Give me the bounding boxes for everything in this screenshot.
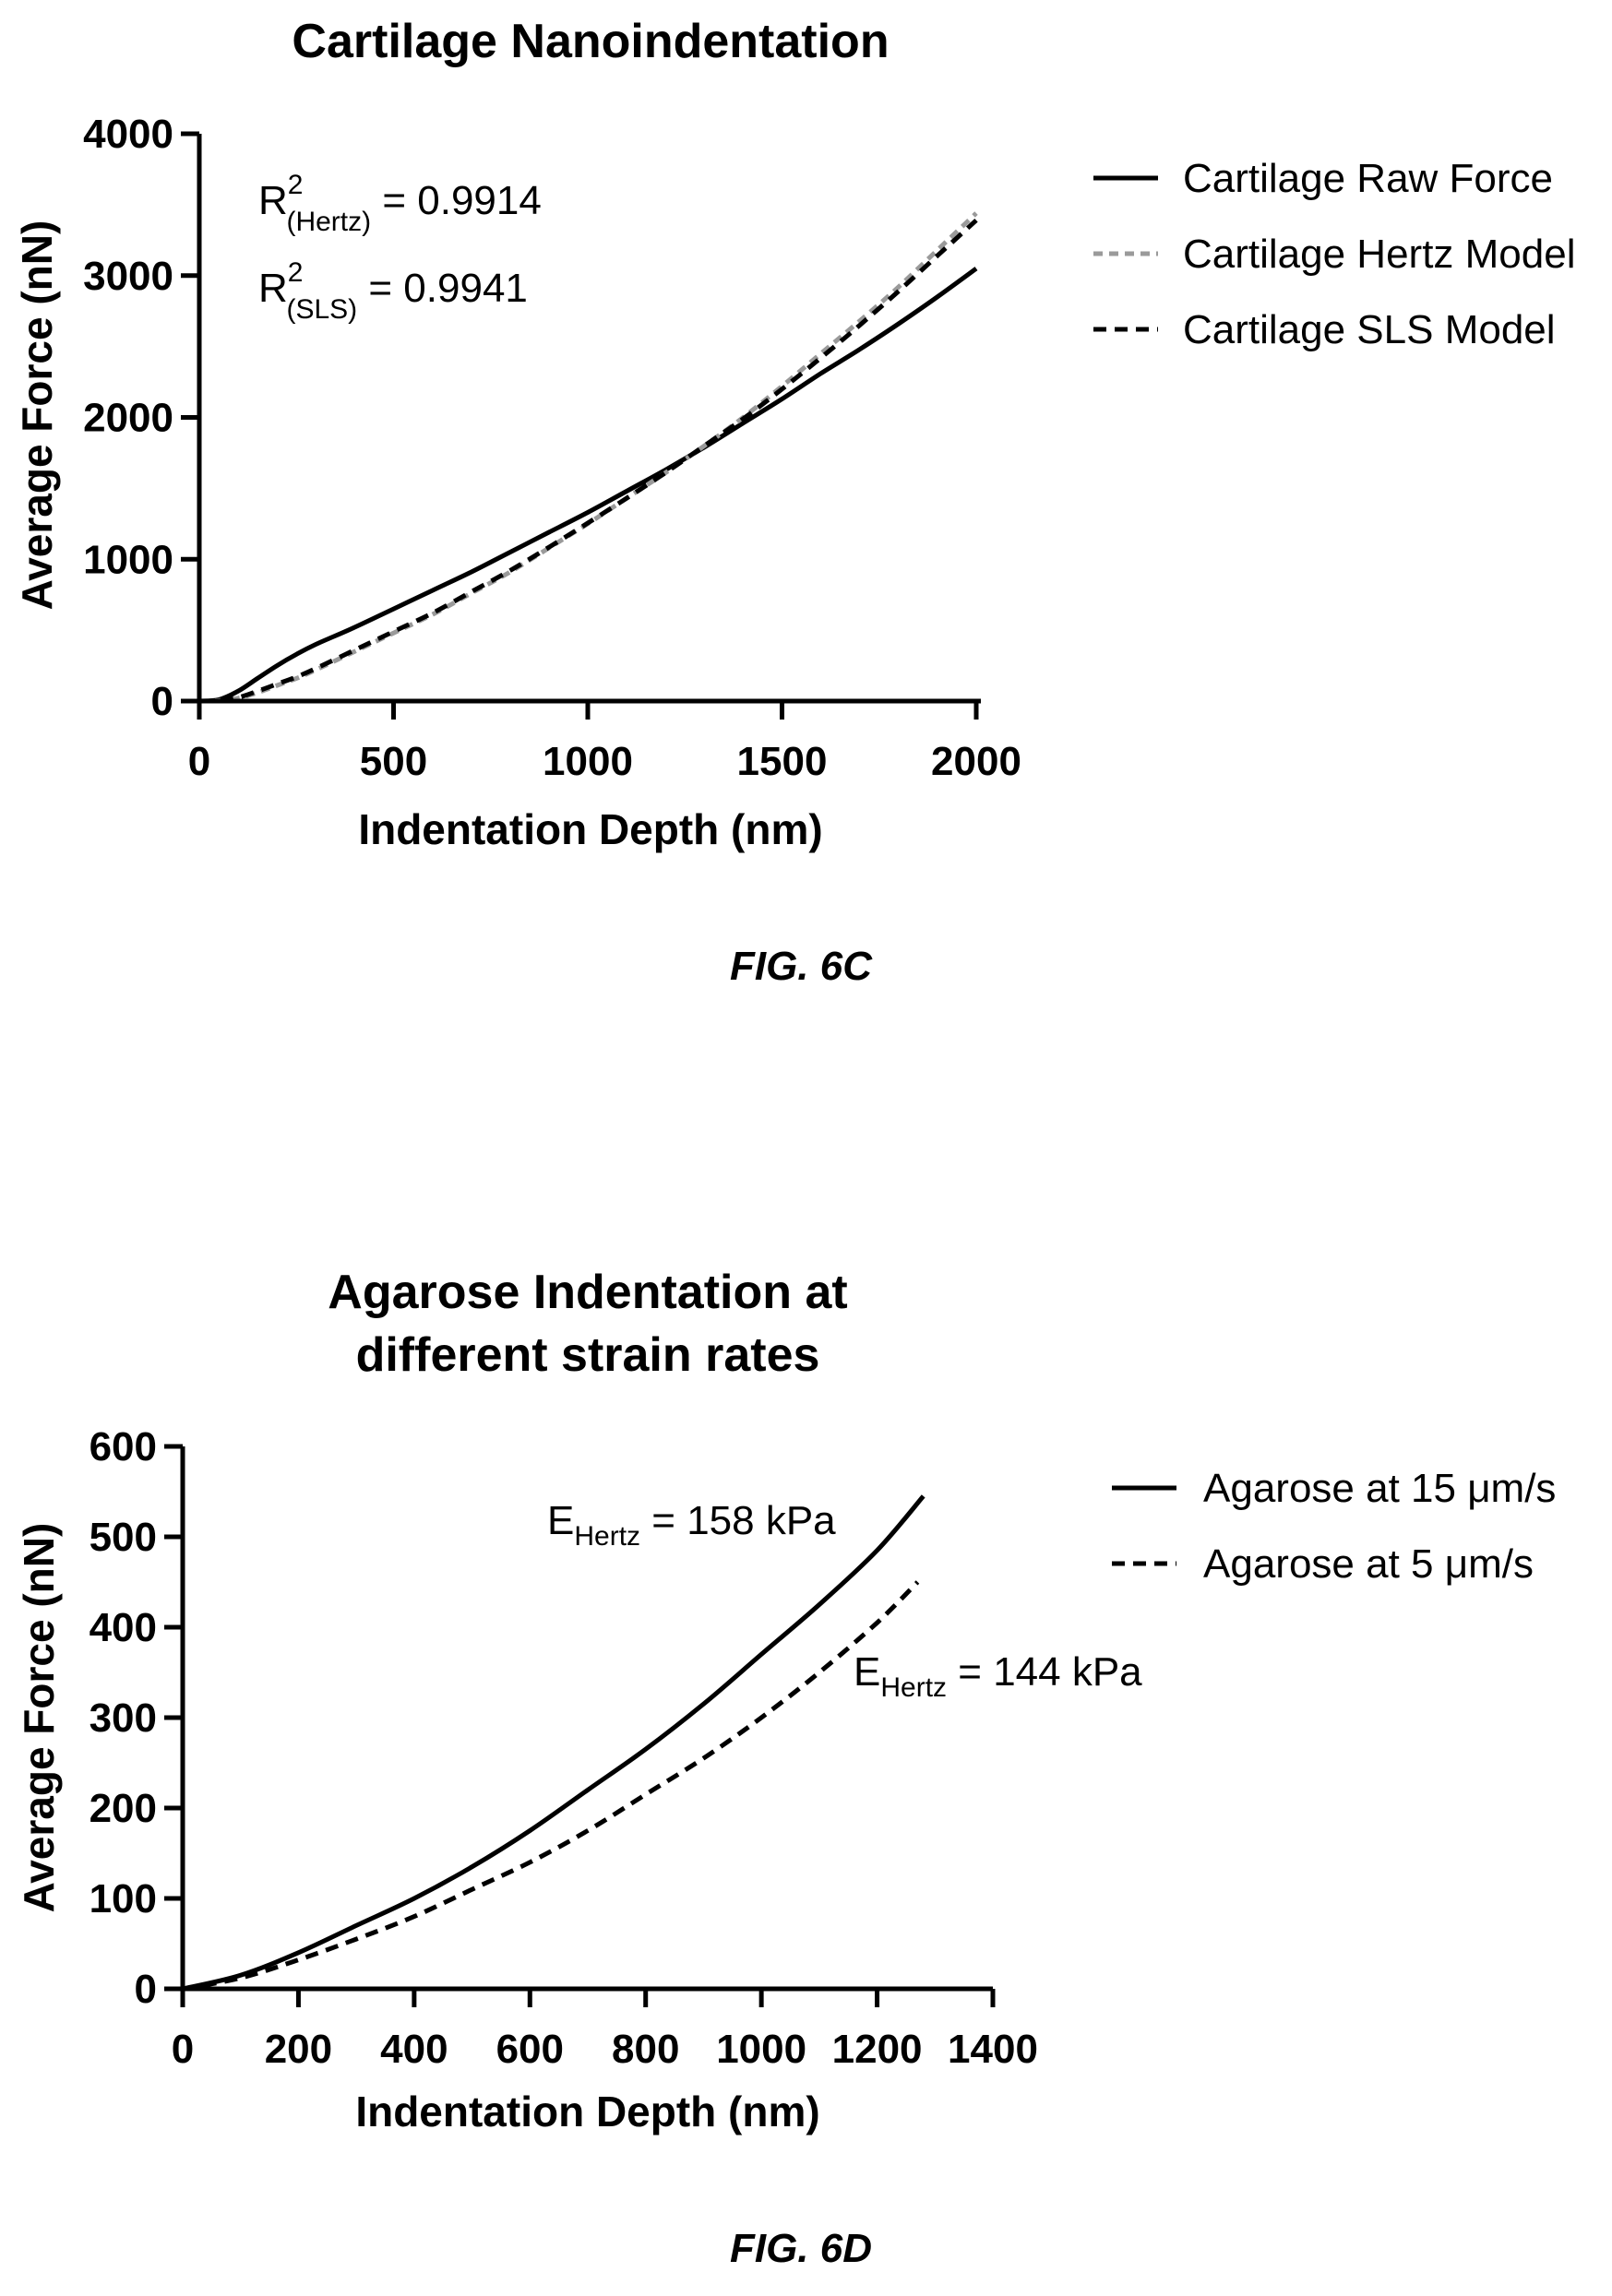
legend-label-hertz-model: Cartilage Hertz Model: [1183, 232, 1576, 277]
x-tick-label: 800: [612, 2027, 679, 2072]
legend: Cartilage Raw Force Cartilage Hertz Mode…: [1093, 156, 1576, 352]
annotation-value: = 0.9914: [371, 178, 542, 223]
x-ticks: 0 500 1000 1500 2000: [188, 701, 1021, 784]
x-axis-label: Indentation Depth (nm): [358, 805, 822, 853]
x-tick-label: 2000: [931, 739, 1021, 784]
y-tick-label: 400: [90, 1605, 157, 1650]
annotation-superscript: 2: [288, 257, 304, 288]
y-tick-label: 100: [90, 1876, 157, 1921]
figure-caption: FIG. 6C: [730, 944, 873, 989]
plot-series-group: [182, 1494, 925, 1992]
annotation-ehertz-5: EHertz = 144 kPa: [854, 1649, 1142, 1703]
annotation-subscript: Hertz: [574, 1521, 640, 1552]
annotation-value: = 158 kPa: [640, 1498, 836, 1543]
x-ticks: 0 200 400 600 800 1000 1200 1400: [172, 1989, 1038, 2072]
series-line-0: [198, 267, 978, 704]
x-tick-label: 200: [265, 2027, 332, 2072]
y-ticks: 0 1000 2000 3000 4000: [83, 112, 199, 724]
series-line-2: [198, 218, 978, 704]
x-tick-label: 0: [172, 2027, 194, 2072]
annotation-superscript: 2: [288, 170, 304, 200]
x-tick-label: 600: [496, 2027, 564, 2072]
y-tick-label: 500: [90, 1515, 157, 1560]
y-ticks: 0 100 200 300 400 500 600: [90, 1424, 183, 2012]
chart-title: Agarose Indentation at: [328, 1266, 847, 1319]
annotation-subscript: (SLS): [286, 294, 357, 325]
annotation-base: E: [854, 1649, 880, 1695]
legend-label-5-um-s: Agarose at 5 μm/s: [1203, 1541, 1534, 1587]
x-axis-label: Indentation Depth (nm): [355, 2088, 819, 2135]
chart-cartilage: Cartilage Nanoindentation 0 1000 2000 3000 4…: [13, 15, 1576, 989]
x-tick-label: 1200: [832, 2027, 923, 2072]
annotation-base: R: [258, 178, 288, 223]
y-tick-label: 0: [151, 679, 173, 724]
series-line-1: [198, 211, 978, 704]
y-tick-label: 3000: [83, 254, 173, 299]
annotation-subscript: Hertz: [880, 1672, 947, 1703]
x-tick-label: 1000: [543, 739, 633, 784]
y-tick-label: 1000: [83, 537, 173, 582]
y-tick-label: 4000: [83, 112, 173, 157]
annotation-subscript: (Hertz): [286, 207, 371, 237]
x-tick-label: 0: [188, 739, 210, 784]
x-tick-label: 1400: [948, 2027, 1038, 2072]
annotation-r2-sls: R2 (SLS) = 0.9941: [258, 257, 528, 325]
y-tick-label: 200: [90, 1786, 157, 1831]
series-line-1: [182, 1580, 920, 1992]
annotation-value: = 0.9941: [357, 266, 528, 311]
chart-subtitle: different strain rates: [356, 1328, 820, 1382]
legend-label-raw-force: Cartilage Raw Force: [1183, 156, 1553, 201]
series-line-0: [182, 1494, 925, 1992]
annotation-ehertz-15: EHertz = 158 kPa: [547, 1498, 836, 1552]
x-tick-label: 500: [360, 739, 427, 784]
x-tick-label: 400: [380, 2027, 448, 2072]
y-tick-label: 600: [90, 1424, 157, 1469]
x-tick-label: 1500: [737, 739, 828, 784]
chart-title: Cartilage Nanoindentation: [292, 15, 889, 68]
figure-caption: FIG. 6D: [730, 2226, 872, 2271]
y-axis-label: Average Force (nN): [13, 220, 61, 611]
legend: Agarose at 15 μm/s Agarose at 5 μm/s: [1112, 1466, 1556, 1587]
y-tick-label: 2000: [83, 396, 173, 441]
annotation-base: E: [547, 1498, 574, 1543]
y-tick-label: 0: [135, 1967, 157, 2012]
annotation-base: R: [258, 266, 288, 311]
chart-agarose: Agarose Indentation at different strain …: [15, 1266, 1556, 2271]
y-axis-label: Average Force (nN): [15, 1523, 63, 1913]
legend-label-15-um-s: Agarose at 15 μm/s: [1203, 1466, 1556, 1511]
x-tick-label: 1000: [716, 2027, 806, 2072]
annotation-value: = 144 kPa: [947, 1649, 1142, 1695]
plot-series-group: [198, 211, 978, 704]
y-tick-label: 300: [90, 1695, 157, 1741]
legend-label-sls-model: Cartilage SLS Model: [1183, 307, 1556, 352]
annotation-r2-hertz: R2 (Hertz) = 0.9914: [258, 170, 542, 237]
